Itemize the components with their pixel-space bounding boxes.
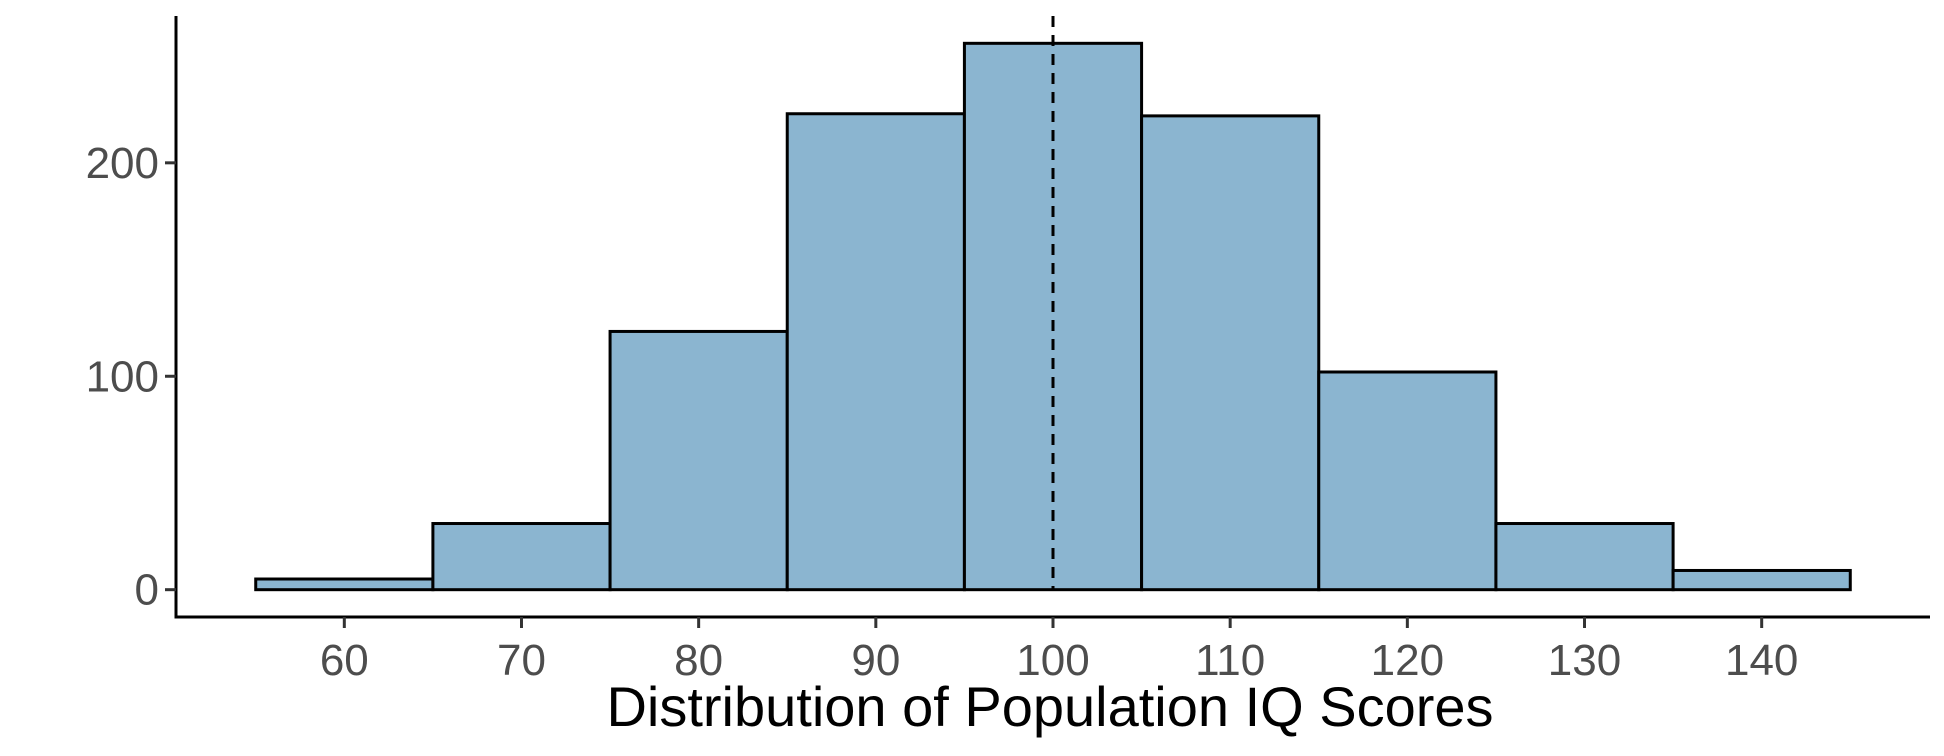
y-tick-label-200: 200 [86, 139, 159, 188]
y-tick-label-0: 0 [135, 566, 159, 615]
x-tick-label-110: 110 [1195, 636, 1265, 685]
y-tick-label-100: 100 [86, 352, 159, 401]
histogram-bars [254, 41, 1852, 592]
histogram-bar-1 [431, 522, 612, 592]
y-axis-ticks: 0 100 200 [86, 139, 176, 615]
x-tick-label-140: 140 [1725, 636, 1798, 685]
histogram-bar-6 [1317, 370, 1498, 592]
histogram-bar-7 [1494, 522, 1675, 592]
x-axis-ticks: 60 70 80 90 100 110 120 130 140 [320, 617, 1798, 685]
histogram-bar-3 [785, 112, 966, 592]
histogram-bar-8 [1671, 568, 1852, 592]
histogram-bar-0 [254, 577, 435, 592]
x-tick-label-60: 60 [320, 636, 369, 685]
x-tick-label-100: 100 [1016, 636, 1089, 685]
x-tick-label-120: 120 [1371, 636, 1444, 685]
histogram-bar-5 [1140, 114, 1321, 592]
x-axis-title: Distribution of Population IQ Scores [606, 675, 1493, 738]
histogram-bar-4 [962, 41, 1144, 592]
x-tick-label-130: 130 [1548, 636, 1621, 685]
x-tick-label-70: 70 [497, 636, 546, 685]
histogram-bar-2 [608, 329, 789, 592]
x-tick-label-80: 80 [674, 636, 723, 685]
x-tick-label-90: 90 [851, 636, 900, 685]
